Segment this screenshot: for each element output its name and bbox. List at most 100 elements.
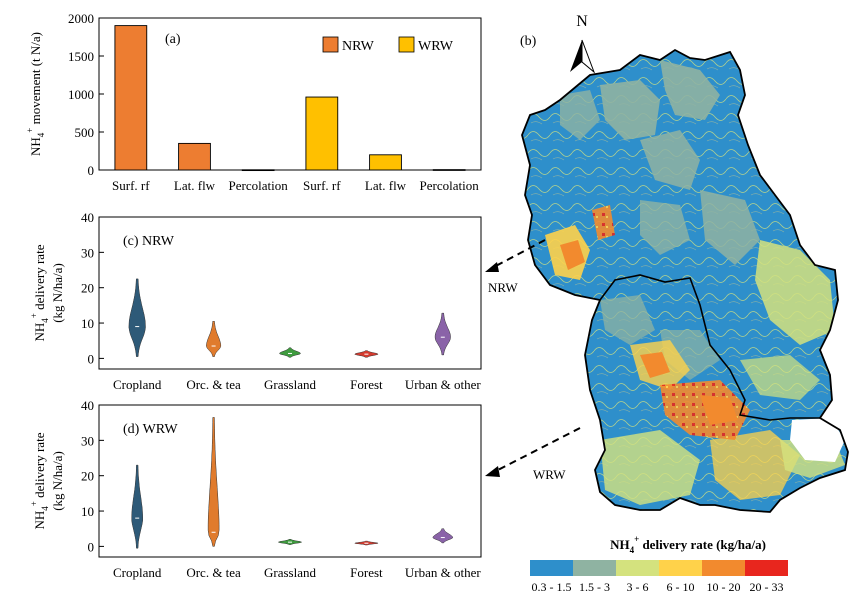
panel-c-y-axis: 0 10 20 30 40: [81, 210, 104, 366]
panel-a-label: (a): [165, 32, 181, 47]
panel-a-y-axis: 0 500 1000 1500 2000: [68, 11, 104, 178]
panel-c-violin-chart: 0 10 20 30 40 Cropland Orc. & tea Grassland For…: [29, 210, 482, 392]
x-tick-label: Orc. & tea: [186, 377, 241, 392]
panel-a-y-axis-title: NH4+ movement (t N/a): [25, 32, 46, 156]
legend-swatch: [702, 560, 745, 576]
arrow-head-nrw-icon: [485, 262, 499, 272]
x-tick-label: Cropland: [113, 565, 162, 580]
violin-cropland: [128, 278, 146, 357]
panel-a-bars: [114, 25, 466, 172]
north-arrow-right-icon: [581, 39, 596, 74]
x-tick-label: Grassland: [264, 377, 316, 392]
violin-cropland: [131, 464, 143, 549]
legend-swatch: [530, 560, 573, 576]
legend-swatch: [659, 560, 702, 576]
map-patch-gray: [600, 80, 660, 140]
violin-urban-other: [434, 312, 451, 356]
map-hotspot-west: [560, 240, 585, 270]
y-tick-label: 1000: [68, 87, 94, 102]
y-tick-label: 0: [88, 163, 95, 178]
y-tick-label: 1500: [68, 49, 94, 64]
panel-c-x-axis: Cropland Orc. & tea Grassland Forest Urban &…: [113, 377, 481, 392]
map-patch-gray: [560, 90, 600, 140]
violin-grassland: [279, 347, 301, 358]
x-tick-label: Surf. rf: [303, 178, 341, 193]
bar-wrw: [369, 154, 402, 171]
basin-boundary: [521, 48, 849, 513]
y-tick-label: 30: [81, 433, 94, 448]
y-tick-label: 40: [81, 398, 94, 413]
panel-d-violins: [131, 417, 454, 549]
legend-class-label: 3 - 6: [627, 580, 649, 594]
map-patch-yellowgreen: [600, 430, 700, 505]
legend-class-label: 10 - 20: [707, 580, 741, 594]
map-patch-gray: [640, 200, 690, 255]
legend-class-label: 0.3 - 1.5: [532, 580, 572, 594]
y-tick-label: 30: [81, 245, 94, 260]
y-tick-label: 10: [81, 504, 94, 519]
bar-nrw: [241, 169, 275, 172]
legend-class-label: 20 - 33: [750, 580, 784, 594]
bar-nrw: [178, 142, 211, 171]
x-tick-label: Urban & other: [405, 565, 481, 580]
map-legend-title: NH4+ delivery rate (kg/ha/a): [610, 534, 766, 555]
panel-d-frame: [98, 404, 482, 558]
legend-swatch: [573, 560, 616, 576]
y-tick-label: 2000: [68, 11, 94, 26]
map-label-wrw: WRW: [533, 467, 566, 482]
legend-swatch-wrw: [398, 36, 415, 53]
x-tick-label: Percolation: [229, 178, 289, 193]
map-patch-gray: [660, 60, 720, 120]
panel-c-y-axis-title: NH4+ delivery rate: [29, 244, 50, 341]
map-patch-white: [790, 418, 845, 462]
x-tick-label: Forest: [350, 565, 383, 580]
panel-d-y-axis-unit: (kg N/ha/a): [50, 451, 65, 511]
map-legend: 0.3 - 1.5 1.5 - 3 3 - 6 6 - 10 10 - 20 20 - 3…: [530, 560, 788, 594]
map-patch-yellowgreen: [740, 355, 820, 400]
panel-a-bar-chart: 0 500 1000 1500 2000 Surf. rf Lat. flw Percola…: [25, 11, 482, 193]
x-tick-label: Orc. & tea: [186, 565, 241, 580]
legend-swatch-nrw: [322, 36, 339, 53]
bar-wrw: [305, 96, 339, 171]
violin-urban-other: [432, 528, 454, 544]
map-label-nrw: NRW: [488, 280, 518, 295]
legend-label-wrw: WRW: [418, 39, 454, 54]
map-patch-gray: [700, 190, 760, 265]
y-tick-label: 0: [88, 351, 95, 366]
map-hotspot-west: [592, 205, 615, 240]
basin-map: [522, 50, 848, 512]
x-tick-label: Percolation: [420, 178, 480, 193]
y-tick-label: 10: [81, 316, 94, 331]
y-tick-label: 0: [88, 539, 95, 554]
north-arrow: N: [570, 13, 596, 74]
legend-swatch: [616, 560, 659, 576]
x-tick-label: Surf. rf: [112, 178, 150, 193]
nrw-wrw-divide: [599, 274, 820, 421]
y-tick-label: 20: [81, 281, 94, 296]
map-patch-gray: [600, 295, 655, 345]
panel-b-label: (b): [520, 34, 537, 49]
y-tick-label: 40: [81, 210, 94, 225]
x-tick-label: Cropland: [113, 377, 162, 392]
arrow-head-wrw-icon: [485, 466, 500, 477]
map-hotspot-central: [640, 352, 670, 378]
y-tick-label: 20: [81, 469, 94, 484]
legend-class-label: 1.5 - 3: [579, 580, 610, 594]
map-patch-yellow: [710, 430, 800, 500]
panel-b-map: N (b) NRW WRW NH4+ delivery rate (kg/ha/…: [485, 13, 849, 594]
violin-orc-tea: [207, 417, 220, 547]
panel-d-x-axis: Cropland Orc. & tea Grassland Forest Urban &…: [113, 565, 481, 580]
panel-d-label: (d) WRW: [123, 422, 178, 437]
panel-c-violins: [128, 278, 451, 358]
panel-d-y-axis-title: NH4+ delivery rate: [29, 432, 50, 529]
map-patch-gray: [640, 130, 700, 190]
x-tick-label: Lat. flw: [174, 178, 216, 193]
panel-a-x-axis: Surf. rf Lat. flw Percolation Surf. rf Lat. …: [112, 178, 479, 193]
bar-nrw: [114, 25, 148, 171]
arrow-to-nrw: [491, 239, 546, 269]
x-tick-label: Lat. flw: [365, 178, 407, 193]
violin-orc-tea: [206, 321, 222, 357]
map-hotspot-central: [700, 395, 738, 425]
panel-c-label: (c) NRW: [123, 234, 175, 249]
